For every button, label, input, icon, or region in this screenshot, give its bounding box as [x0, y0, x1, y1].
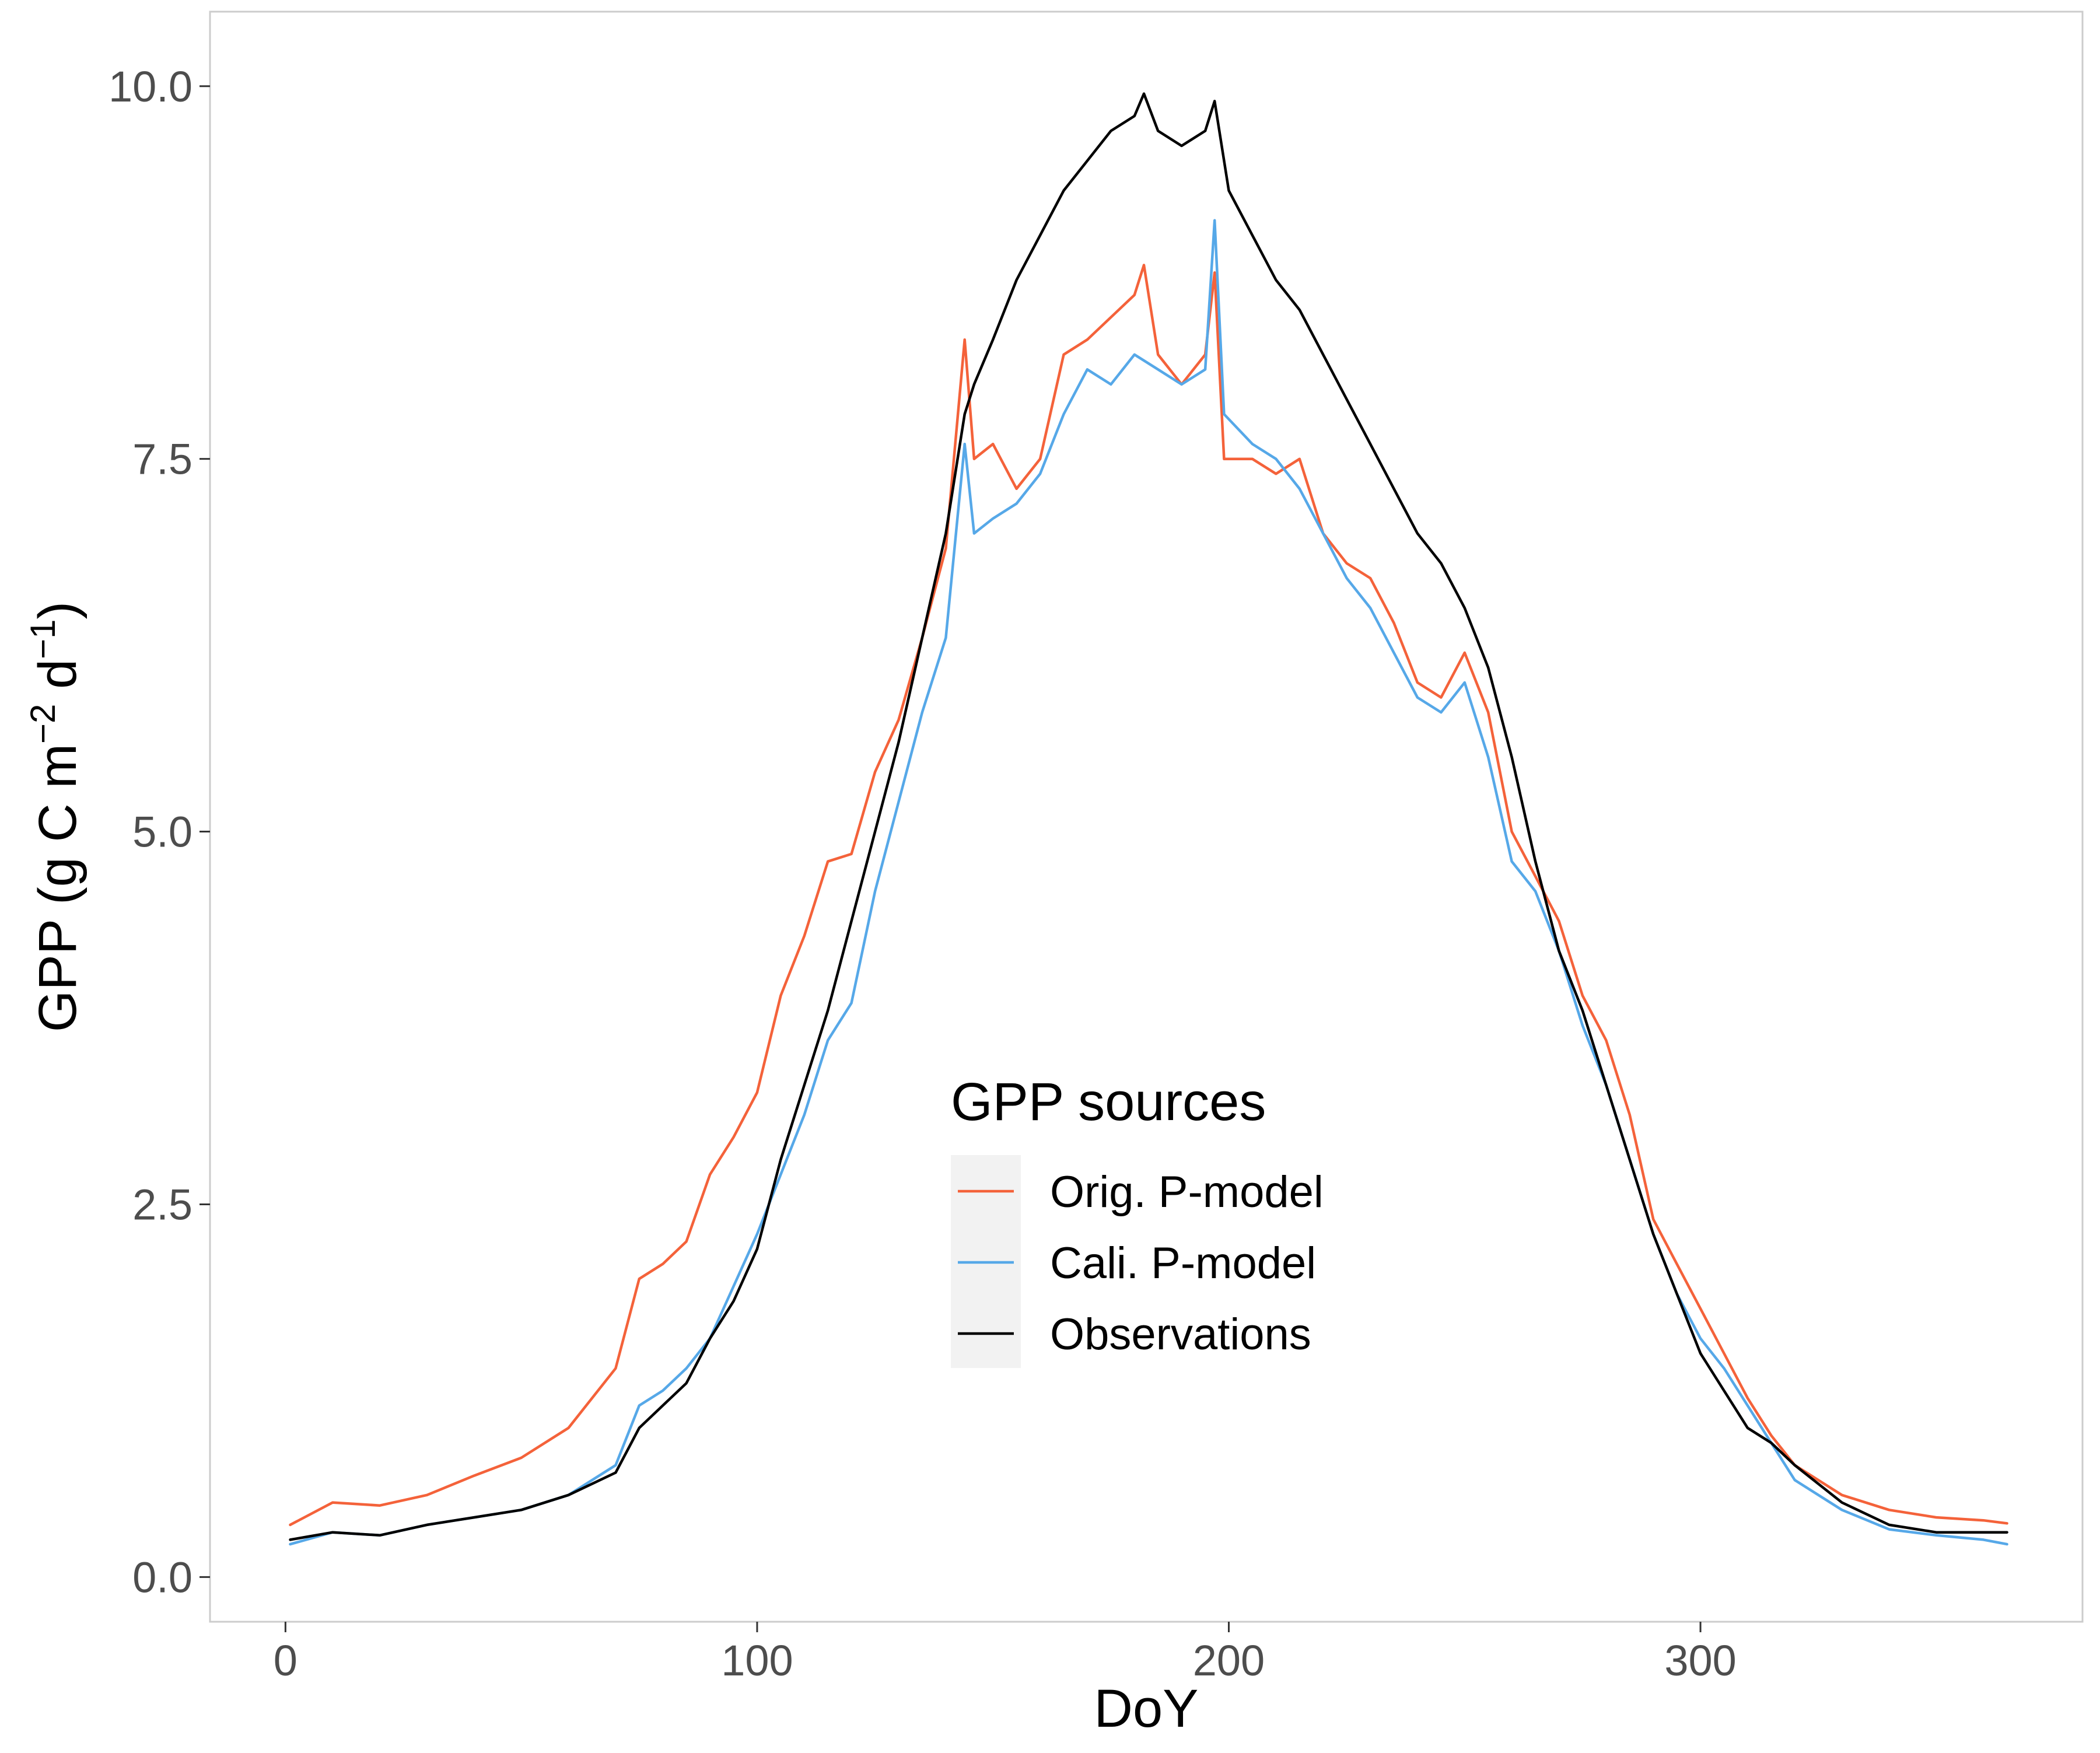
- legend-entries: Orig. P-model Cali. P-model Observations: [958, 1167, 1324, 1359]
- y-tick-label: 0.0: [132, 1553, 192, 1601]
- y-axis-title-main: GPP (g C m: [28, 744, 88, 1032]
- y-tick-label: 5.0: [132, 808, 192, 856]
- y-tick-label: 10.0: [108, 62, 192, 111]
- x-axis-ticks: 0 100 200 300: [274, 1622, 1737, 1685]
- y-axis-title-end: ): [28, 601, 88, 620]
- legend-label: Observations: [1050, 1310, 1311, 1359]
- y-axis-ticks: 0.0 2.5 5.0 7.5 10.0: [108, 62, 210, 1601]
- legend-title: GPP sources: [951, 1072, 1266, 1132]
- y-tick-label: 2.5: [132, 1180, 192, 1229]
- legend-label: Orig. P-model: [1050, 1167, 1324, 1217]
- series-layer: [289, 92, 2008, 1546]
- series-line-orig-p-model: [289, 264, 2008, 1527]
- y-axis-title: GPP (g C m−2 d−1): [23, 601, 88, 1032]
- y-axis-title-sup2: −1: [23, 619, 62, 659]
- x-tick-label: 200: [1193, 1636, 1265, 1685]
- series-line-observations: [289, 92, 2008, 1541]
- x-tick-label: 0: [274, 1636, 298, 1685]
- x-axis-title: DoY: [1094, 1679, 1199, 1738]
- legend: GPP sources Orig. P-model Cali. P-model Ob…: [951, 1072, 1324, 1368]
- y-axis-title-sup1: −2: [23, 704, 62, 744]
- y-axis-title-mid: d: [28, 659, 88, 704]
- x-tick-label: 100: [721, 1636, 793, 1685]
- legend-label: Cali. P-model: [1050, 1238, 1316, 1288]
- y-tick-label: 7.5: [132, 435, 192, 484]
- panel-background: [209, 11, 2084, 1623]
- x-tick-label: 300: [1664, 1636, 1736, 1685]
